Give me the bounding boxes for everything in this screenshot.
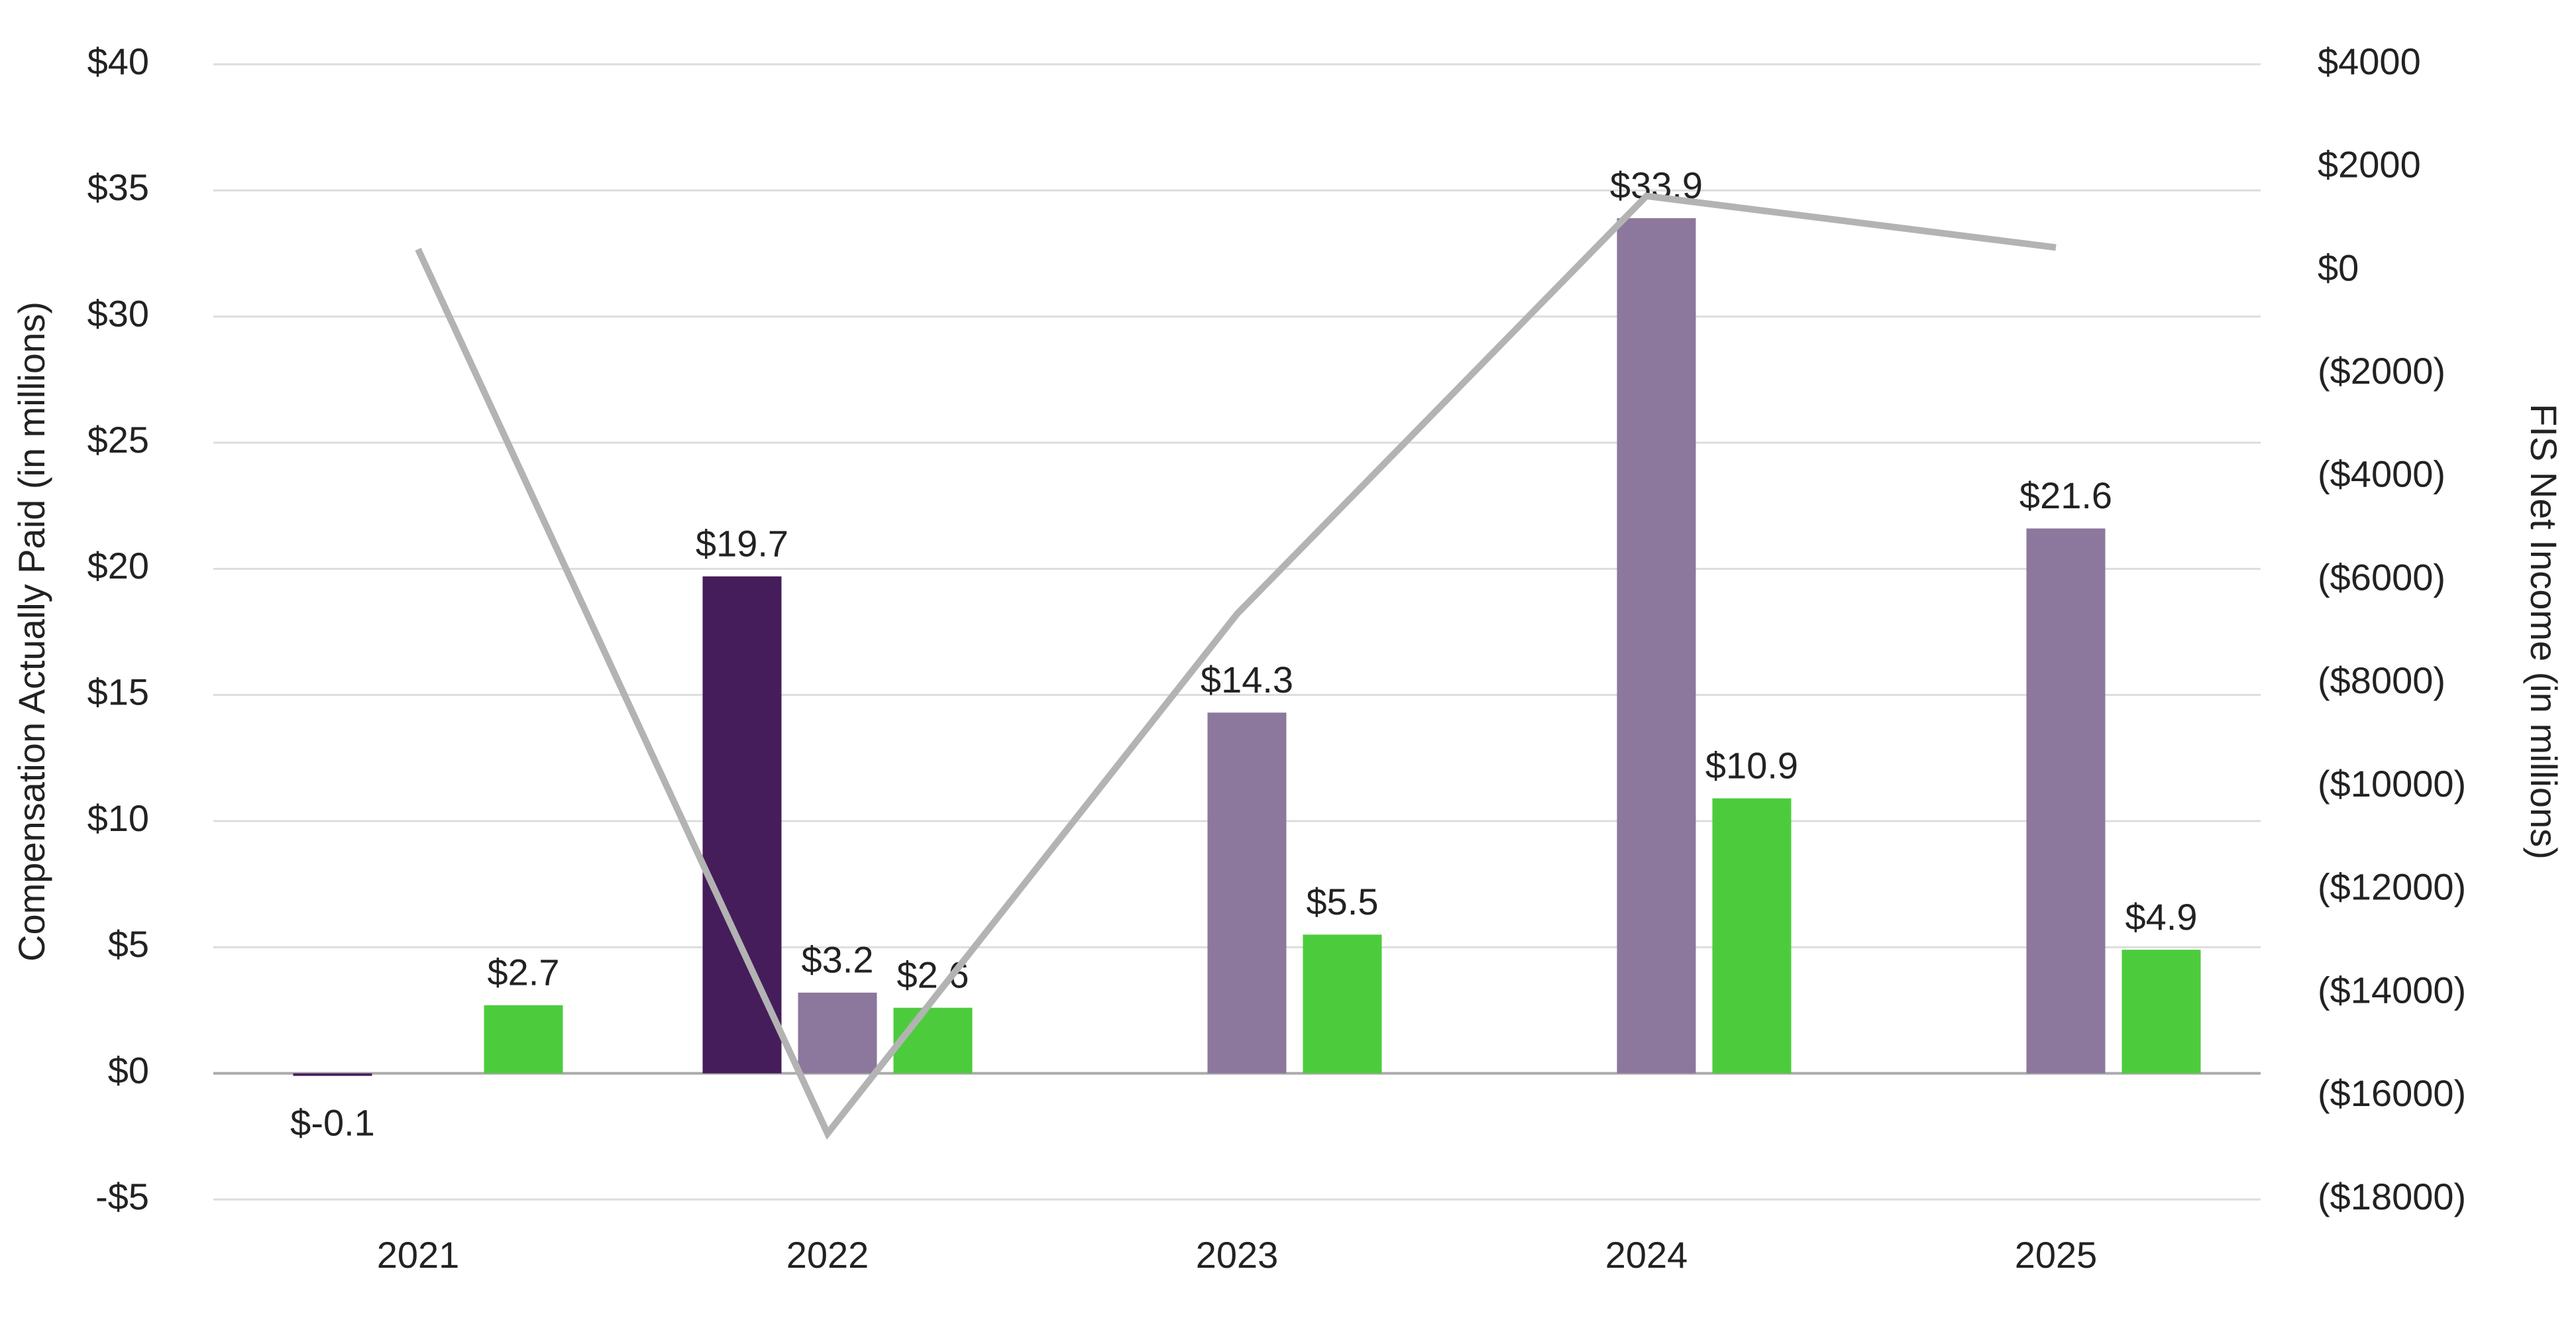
y2-tick-label: ($10000) bbox=[2318, 763, 2466, 805]
bar bbox=[1712, 798, 1792, 1074]
y2-tick-label: $4000 bbox=[2318, 40, 2421, 82]
y-tick-label: $20 bbox=[87, 545, 149, 586]
y2-tick-label: ($6000) bbox=[2318, 556, 2445, 598]
bar bbox=[1207, 712, 1287, 1074]
y-axis-title: Compensation Actually Paid (in millions) bbox=[11, 302, 52, 962]
bar bbox=[702, 576, 782, 1074]
value-label: $14.3 bbox=[1201, 659, 1293, 700]
y-tick-label: $35 bbox=[87, 166, 149, 208]
y2-tick-label: ($14000) bbox=[2318, 969, 2466, 1011]
value-label: $19.7 bbox=[696, 523, 788, 565]
y-tick-label: $40 bbox=[87, 40, 149, 82]
y2-tick-label: ($8000) bbox=[2318, 659, 2445, 701]
bar bbox=[293, 1073, 372, 1076]
y-tick-label: $10 bbox=[87, 797, 149, 839]
y2-tick-label: ($2000) bbox=[2318, 350, 2445, 392]
bar bbox=[484, 1005, 563, 1074]
y2-tick-label: ($18000) bbox=[2318, 1176, 2466, 1217]
y-tick-label: $30 bbox=[87, 292, 149, 334]
value-label: $2.7 bbox=[488, 952, 560, 993]
value-label: $3.2 bbox=[802, 939, 874, 981]
y-tick-label: $5 bbox=[108, 923, 149, 965]
y2-tick-label: ($12000) bbox=[2318, 866, 2466, 908]
x-tick-label: 2022 bbox=[786, 1234, 869, 1276]
bar bbox=[2121, 950, 2201, 1074]
y2-tick-label: ($16000) bbox=[2318, 1072, 2466, 1114]
y2-tick-label: $2000 bbox=[2318, 144, 2421, 186]
y2-tick-label: ($4000) bbox=[2318, 453, 2445, 495]
x-tick-label: 2025 bbox=[2015, 1234, 2098, 1276]
value-label: $-0.1 bbox=[290, 1101, 375, 1143]
value-label: $5.5 bbox=[1307, 881, 1379, 922]
value-label: $4.9 bbox=[2125, 896, 2198, 938]
line bbox=[415, 192, 2057, 1140]
y-tick-label: $25 bbox=[87, 419, 149, 461]
x-tick-label: 2023 bbox=[1196, 1234, 1279, 1276]
y-tick-label: $0 bbox=[108, 1049, 149, 1091]
value-label: $21.6 bbox=[2019, 474, 2112, 516]
bar bbox=[1617, 218, 1696, 1074]
y2-tick-label: $0 bbox=[2318, 247, 2359, 288]
y-tick-label: $15 bbox=[87, 671, 149, 712]
bar bbox=[798, 992, 877, 1074]
y-tick-label: -$5 bbox=[95, 1176, 149, 1217]
x-tick-label: 2024 bbox=[1605, 1234, 1688, 1276]
y2-axis-title: FIS Net Income (in millions) bbox=[2523, 404, 2565, 860]
bar bbox=[893, 1007, 973, 1074]
bar bbox=[1303, 934, 1382, 1074]
x-tick-label: 2021 bbox=[377, 1234, 460, 1276]
value-label: $10.9 bbox=[1705, 745, 1798, 787]
value-label: $2.6 bbox=[897, 954, 969, 995]
bar bbox=[2026, 528, 2106, 1074]
